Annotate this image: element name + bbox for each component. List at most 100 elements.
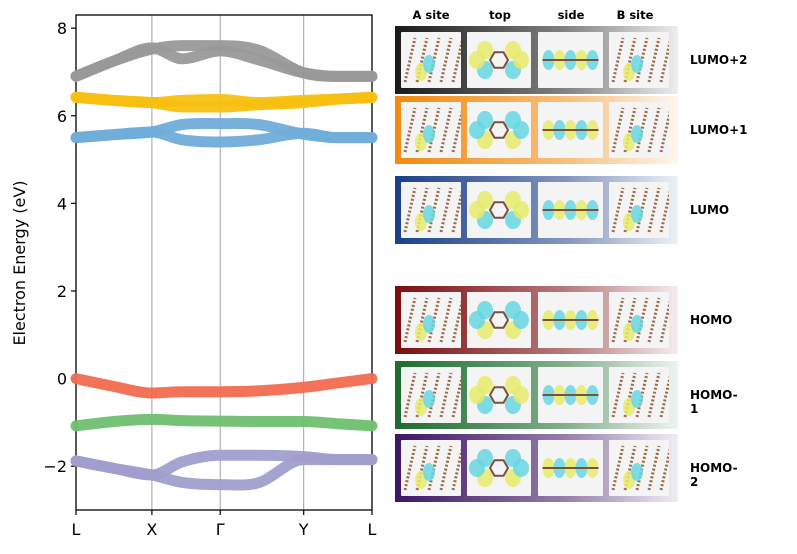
molecule-chain bbox=[451, 448, 461, 491]
col-header-side: side bbox=[557, 8, 585, 22]
molecule-chain bbox=[403, 107, 417, 153]
molecule-chain bbox=[647, 187, 661, 233]
orbital-row-lumo-1 bbox=[395, 96, 678, 164]
orbital-panel: A site top side B site LUMO+2 LUMO+1 LUMO H… bbox=[395, 0, 748, 554]
orbital-image bbox=[401, 292, 461, 348]
molecule-chain bbox=[635, 445, 649, 491]
molecule-chain bbox=[439, 187, 453, 233]
band-homo-1 bbox=[70, 413, 378, 432]
molecule-ring bbox=[488, 121, 510, 139]
orbital-image bbox=[401, 440, 461, 496]
orbital-image bbox=[401, 102, 461, 158]
orbital-lobe bbox=[513, 51, 529, 69]
x-tick-label: L bbox=[72, 520, 81, 539]
band-lumo-1-b bbox=[70, 91, 378, 113]
molecule-chain bbox=[427, 297, 441, 343]
orbital-isosurface-icon bbox=[469, 449, 529, 487]
orbital-image bbox=[538, 292, 603, 348]
orbital-image bbox=[467, 32, 531, 88]
orbital-image bbox=[609, 182, 669, 238]
y-tick-label: 8 bbox=[57, 19, 67, 38]
molecule-chain bbox=[403, 187, 417, 233]
orbital-lobe bbox=[469, 311, 485, 329]
orbital-lobe bbox=[631, 315, 643, 333]
x-tick-label: Γ bbox=[216, 520, 225, 539]
molecule-chain bbox=[611, 37, 625, 83]
orbital-lobe bbox=[631, 205, 643, 223]
molecule-ring bbox=[488, 311, 510, 329]
band-lumo-b bbox=[70, 126, 378, 148]
orbital-lobe bbox=[631, 125, 643, 143]
orbital-lobe bbox=[513, 201, 529, 219]
orbital-image bbox=[401, 32, 461, 88]
orbital-label: HOMO-2 bbox=[690, 461, 738, 489]
orbital-isosurface-icon bbox=[469, 301, 529, 339]
molecule-chain bbox=[623, 445, 637, 491]
orbital-lobe bbox=[423, 125, 435, 143]
molecule-chain bbox=[415, 187, 429, 233]
molecule-chain bbox=[439, 297, 453, 343]
orbital-lobe bbox=[423, 55, 435, 73]
orbital-image bbox=[401, 182, 461, 238]
orbital-lobe bbox=[513, 459, 529, 477]
orbital-isosurface-icon bbox=[611, 445, 669, 491]
molecule-ring bbox=[488, 459, 510, 477]
orbital-lobe bbox=[631, 55, 643, 73]
molecule-chain bbox=[451, 375, 461, 418]
orbital-image bbox=[467, 102, 531, 158]
molecule-chain bbox=[623, 372, 637, 418]
orbital-image bbox=[538, 32, 603, 88]
molecule-chain bbox=[427, 372, 441, 418]
orbital-lobe bbox=[423, 315, 435, 333]
molecule-chain bbox=[623, 187, 637, 233]
orbital-isosurface-icon bbox=[403, 107, 461, 153]
molecule-chain bbox=[439, 37, 453, 83]
y-tick-label: 6 bbox=[57, 107, 67, 126]
band-series bbox=[70, 40, 378, 491]
orbital-isosurface-icon bbox=[542, 310, 599, 330]
molecule-chain bbox=[439, 107, 453, 153]
molecule-chain bbox=[451, 110, 461, 153]
orbital-isosurface-icon bbox=[469, 111, 529, 149]
band-structure-plot: −2 0 2 4 6 8 L X Γ Y L Electron Energy (eV) bbox=[10, 14, 378, 539]
orbital-isosurface-icon bbox=[403, 445, 461, 491]
orbital-lobe bbox=[631, 390, 643, 408]
orbital-isosurface-icon bbox=[611, 107, 669, 153]
orbital-row-homo-1 bbox=[395, 361, 678, 429]
orbital-image bbox=[467, 367, 531, 423]
orbital-label: LUMO bbox=[690, 203, 730, 217]
molecule-chain bbox=[659, 190, 669, 233]
molecule-chain bbox=[611, 107, 625, 153]
orbital-label: HOMO bbox=[690, 313, 733, 327]
orbital-image bbox=[609, 102, 669, 158]
x-tick-label: Y bbox=[298, 520, 309, 539]
molecule-chain bbox=[427, 187, 441, 233]
molecule-chain bbox=[659, 448, 669, 491]
orbital-isosurface-icon bbox=[542, 385, 599, 405]
orbital-lobe bbox=[513, 121, 529, 139]
molecule-chain bbox=[439, 372, 453, 418]
orbital-image bbox=[538, 182, 603, 238]
molecule-chain bbox=[659, 375, 669, 418]
orbital-isosurface-icon bbox=[403, 372, 461, 418]
orbital-image bbox=[467, 292, 531, 348]
y-tick-label: 4 bbox=[57, 194, 67, 213]
molecule-chain bbox=[427, 107, 441, 153]
orbital-row-lumo bbox=[395, 176, 678, 244]
molecule-chain bbox=[403, 297, 417, 343]
x-tick-label: X bbox=[146, 520, 157, 539]
orbital-isosurface-icon bbox=[469, 376, 529, 414]
molecule-chain bbox=[659, 300, 669, 343]
orbital-isosurface-icon bbox=[611, 297, 669, 343]
y-tick-label: −2 bbox=[43, 457, 67, 476]
orbital-isosurface-icon bbox=[469, 41, 529, 79]
col-header-b-site: B site bbox=[616, 8, 654, 22]
molecule-chain bbox=[647, 37, 661, 83]
molecule-chain bbox=[635, 297, 649, 343]
molecule-chain bbox=[403, 445, 417, 491]
orbital-image bbox=[609, 367, 669, 423]
orbital-isosurface-icon bbox=[542, 458, 599, 478]
molecule-chain bbox=[415, 297, 429, 343]
orbital-isosurface-icon bbox=[403, 297, 461, 343]
orbital-lobe bbox=[513, 311, 529, 329]
